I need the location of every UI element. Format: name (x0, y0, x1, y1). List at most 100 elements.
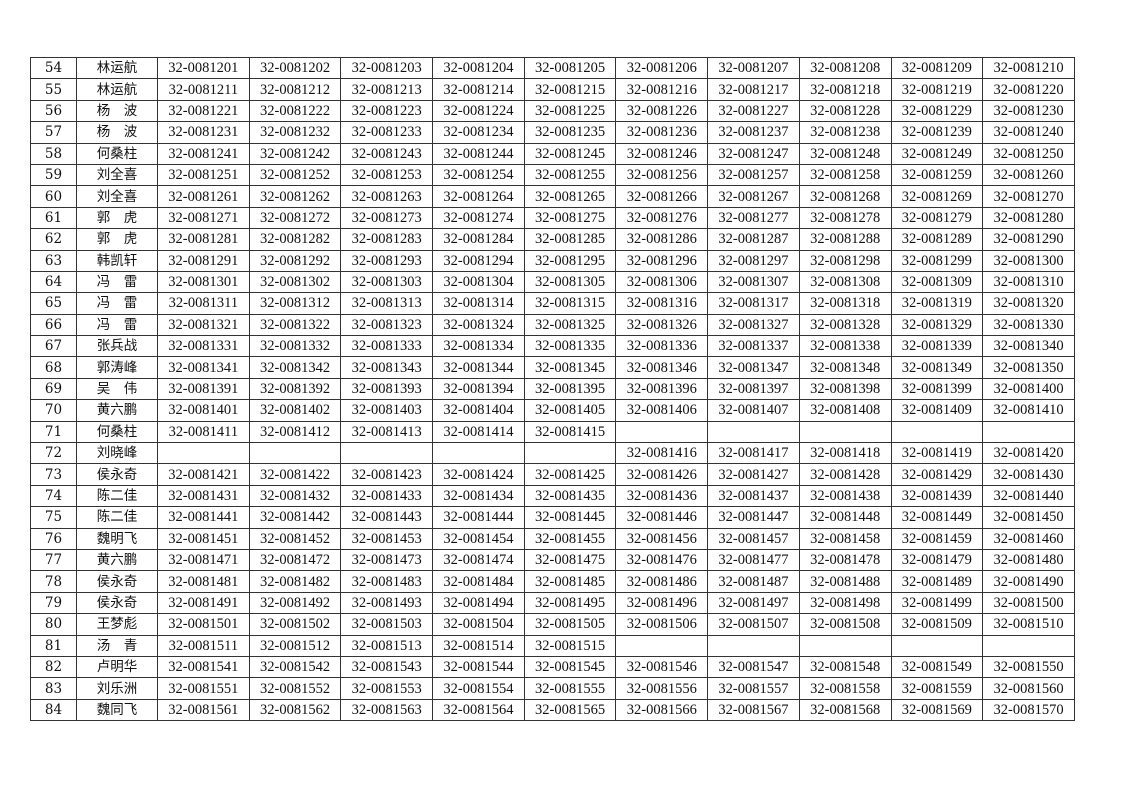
code-cell: 32-0081223 (340, 99, 434, 123)
code-cell: 32-0081488 (798, 570, 892, 593)
code-cell: 32-0081258 (798, 163, 892, 187)
code-cell: 32-0081298 (798, 249, 892, 272)
code-cell: 32-0081264 (432, 185, 525, 208)
code-cell: 32-0081427 (707, 463, 800, 486)
code-cell: 32-0081326 (615, 313, 709, 337)
code-cell: 32-0081451 (157, 527, 250, 550)
code-cell: 32-0081285 (523, 228, 617, 251)
code-cell: 32-0081343 (340, 356, 434, 379)
code-cell: 32-0081205 (523, 56, 617, 80)
code-cell (615, 420, 709, 444)
row-number-cell: 59 (30, 163, 77, 187)
code-cell: 32-0081407 (707, 399, 800, 422)
code-cell: 32-0081241 (157, 142, 250, 165)
code-cell: 32-0081475 (523, 548, 617, 572)
code-cell: 32-0081449 (890, 506, 984, 529)
code-cell: 32-0081418 (798, 442, 892, 465)
code-cell: 32-0081217 (707, 78, 800, 101)
code-cell (890, 420, 984, 444)
code-cell: 32-0081345 (523, 356, 617, 379)
code-cell: 32-0081420 (982, 442, 1075, 465)
code-cell: 32-0081472 (248, 548, 342, 572)
code-cell: 32-0081433 (340, 484, 434, 508)
code-cell: 32-0081443 (340, 506, 434, 529)
code-cell: 32-0081282 (248, 228, 342, 251)
row-number-cell: 58 (30, 142, 77, 165)
code-cell: 32-0081305 (523, 270, 617, 294)
code-cell: 32-0081296 (615, 249, 709, 272)
name-cell: 吴 伟 (76, 377, 158, 401)
table-row: 64 冯 雷 32-0081301 32-0081302 32-0081303 32-00… (30, 270, 1075, 294)
code-cell (615, 634, 709, 657)
row-number-cell: 55 (30, 78, 77, 101)
code-cell: 32-0081429 (890, 463, 984, 486)
row-number-cell: 64 (30, 270, 77, 294)
code-cell: 32-0081400 (982, 377, 1075, 401)
code-cell: 32-0081493 (340, 591, 434, 615)
code-cell: 32-0081417 (707, 442, 800, 465)
row-number-cell: 68 (30, 356, 77, 379)
code-cell: 32-0081270 (982, 185, 1075, 208)
code-cell: 32-0081411 (157, 420, 250, 444)
code-cell: 32-0081310 (982, 270, 1075, 294)
code-cell: 32-0081275 (523, 206, 617, 230)
code-cell: 32-0081309 (890, 270, 984, 294)
code-cell: 32-0081546 (615, 655, 709, 679)
row-number-cell: 69 (30, 377, 77, 401)
code-cell (890, 634, 984, 657)
code-cell: 32-0081496 (615, 591, 709, 615)
code-cell: 32-0081272 (248, 206, 342, 230)
code-cell: 32-0081221 (157, 99, 250, 123)
code-cell: 32-0081413 (340, 420, 434, 444)
code-cell: 32-0081430 (982, 463, 1075, 486)
code-cell: 32-0081441 (157, 506, 250, 529)
code-cell: 32-0081494 (432, 591, 525, 615)
code-cell: 32-0081481 (157, 570, 250, 593)
code-cell: 32-0081324 (432, 313, 525, 337)
code-cell: 32-0081424 (432, 463, 525, 486)
code-cell: 32-0081312 (248, 292, 342, 315)
code-cell: 32-0081440 (982, 484, 1075, 508)
code-cell (982, 634, 1075, 657)
code-cell: 32-0081281 (157, 228, 250, 251)
code-cell: 32-0081302 (248, 270, 342, 294)
table-row: 78 侯永奇 32-0081481 32-0081482 32-0081483 32-00… (30, 570, 1075, 593)
code-cell: 32-0081501 (157, 613, 250, 636)
code-cell: 32-0081307 (707, 270, 800, 294)
code-cell: 32-0081328 (798, 313, 892, 337)
code-cell (157, 442, 250, 465)
table-row: 73 侯永奇 32-0081421 32-0081422 32-0081423 32-00… (30, 463, 1075, 486)
code-cell: 32-0081204 (432, 56, 525, 80)
code-cell: 32-0081313 (340, 292, 434, 315)
code-cell: 32-0081321 (157, 313, 250, 337)
code-cell: 32-0081416 (615, 442, 709, 465)
code-cell: 32-0081559 (890, 677, 984, 700)
code-cell: 32-0081454 (432, 527, 525, 550)
code-cell: 32-0081269 (890, 185, 984, 208)
code-cell: 32-0081215 (523, 78, 617, 101)
code-cell: 32-0081286 (615, 228, 709, 251)
code-cell: 32-0081277 (707, 206, 800, 230)
code-cell: 32-0081288 (798, 228, 892, 251)
code-cell: 32-0081419 (890, 442, 984, 465)
code-cell: 32-0081544 (432, 655, 525, 679)
code-cell: 32-0081245 (523, 142, 617, 165)
name-cell: 侯永奇 (76, 463, 158, 486)
code-cell: 32-0081452 (248, 527, 342, 550)
code-cell: 32-0081499 (890, 591, 984, 615)
code-cell: 32-0081391 (157, 377, 250, 401)
code-cell: 32-0081236 (615, 121, 709, 144)
code-cell: 32-0081340 (982, 335, 1075, 358)
code-cell: 32-0081545 (523, 655, 617, 679)
code-cell: 32-0081349 (890, 356, 984, 379)
code-cell: 32-0081515 (523, 634, 617, 657)
code-cell: 32-0081289 (890, 228, 984, 251)
code-cell: 32-0081489 (890, 570, 984, 593)
name-cell: 王梦彪 (76, 613, 158, 636)
code-cell: 32-0081257 (707, 163, 800, 187)
code-cell: 32-0081565 (523, 698, 617, 722)
code-cell: 32-0081339 (890, 335, 984, 358)
code-cell: 32-0081403 (340, 399, 434, 422)
row-number-cell: 56 (30, 99, 77, 123)
table-row: 76 魏明飞 32-0081451 32-0081452 32-0081453 32-00… (30, 527, 1075, 550)
